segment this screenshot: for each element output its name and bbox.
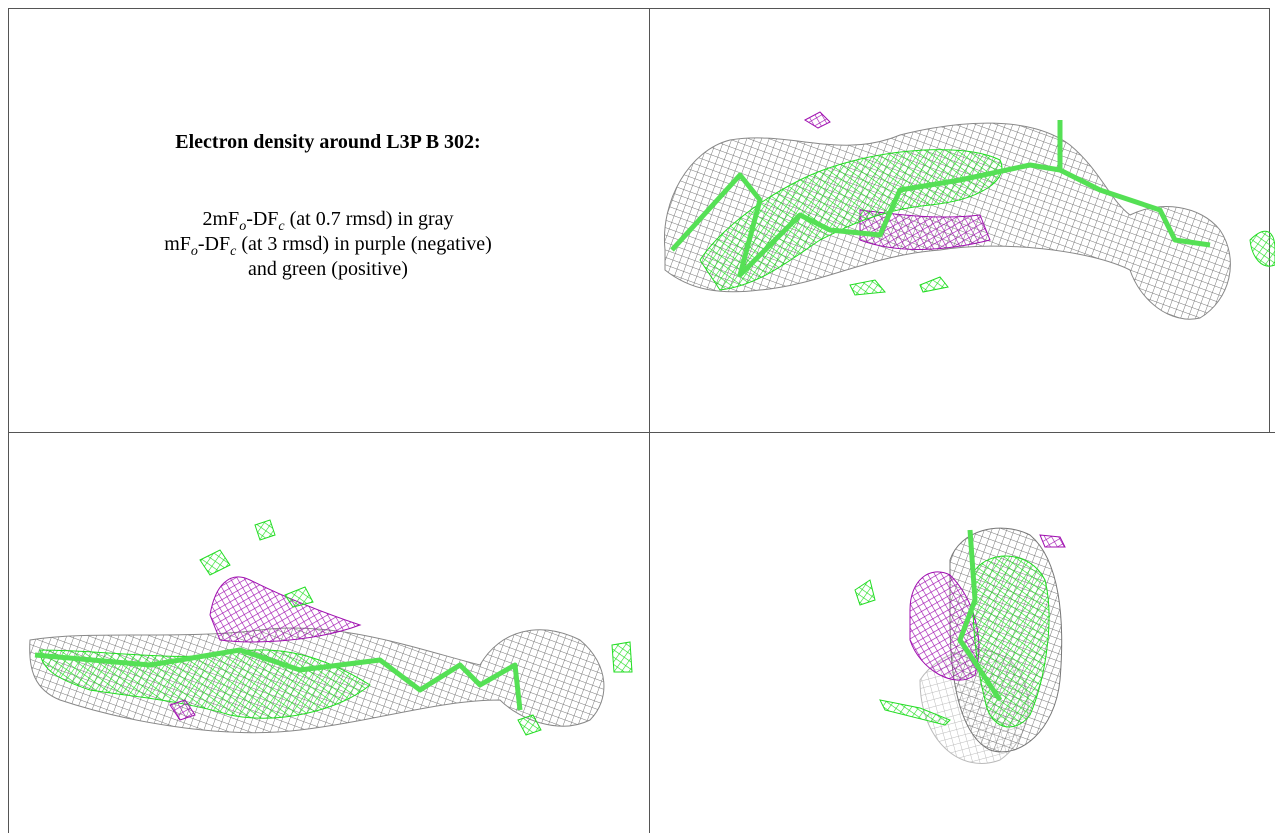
legend-text: (at 0.7 rmsd) in gray <box>285 208 454 230</box>
density-view-1 <box>664 112 1275 319</box>
legend-text: (at 3 rmsd) in purple (negative) <box>236 233 491 255</box>
legend-text: 2mF <box>203 208 240 230</box>
legend-text: -DF <box>198 233 230 255</box>
page: Electron density around L3P B 302: 2mFo-… <box>0 0 1275 833</box>
figure: Electron density around L3P B 302: 2mFo-… <box>0 0 1275 833</box>
panel-title: Electron density around L3P B 302: <box>175 131 480 153</box>
density-view-2 <box>30 520 632 735</box>
subscript: o <box>239 219 246 234</box>
legend-line: and green (positive) <box>248 258 408 280</box>
legend-text: -DF <box>246 208 278 230</box>
legend-text: and green (positive) <box>248 258 408 280</box>
legend-line: 2mFo-DFc (at 0.7 rmsd) in gray <box>203 208 454 234</box>
legend-line: mFo-DFc (at 3 rmsd) in purple (negative) <box>164 233 492 259</box>
subscript: o <box>191 244 198 259</box>
density-view-3 <box>855 528 1065 763</box>
legend-text: mF <box>164 233 191 255</box>
